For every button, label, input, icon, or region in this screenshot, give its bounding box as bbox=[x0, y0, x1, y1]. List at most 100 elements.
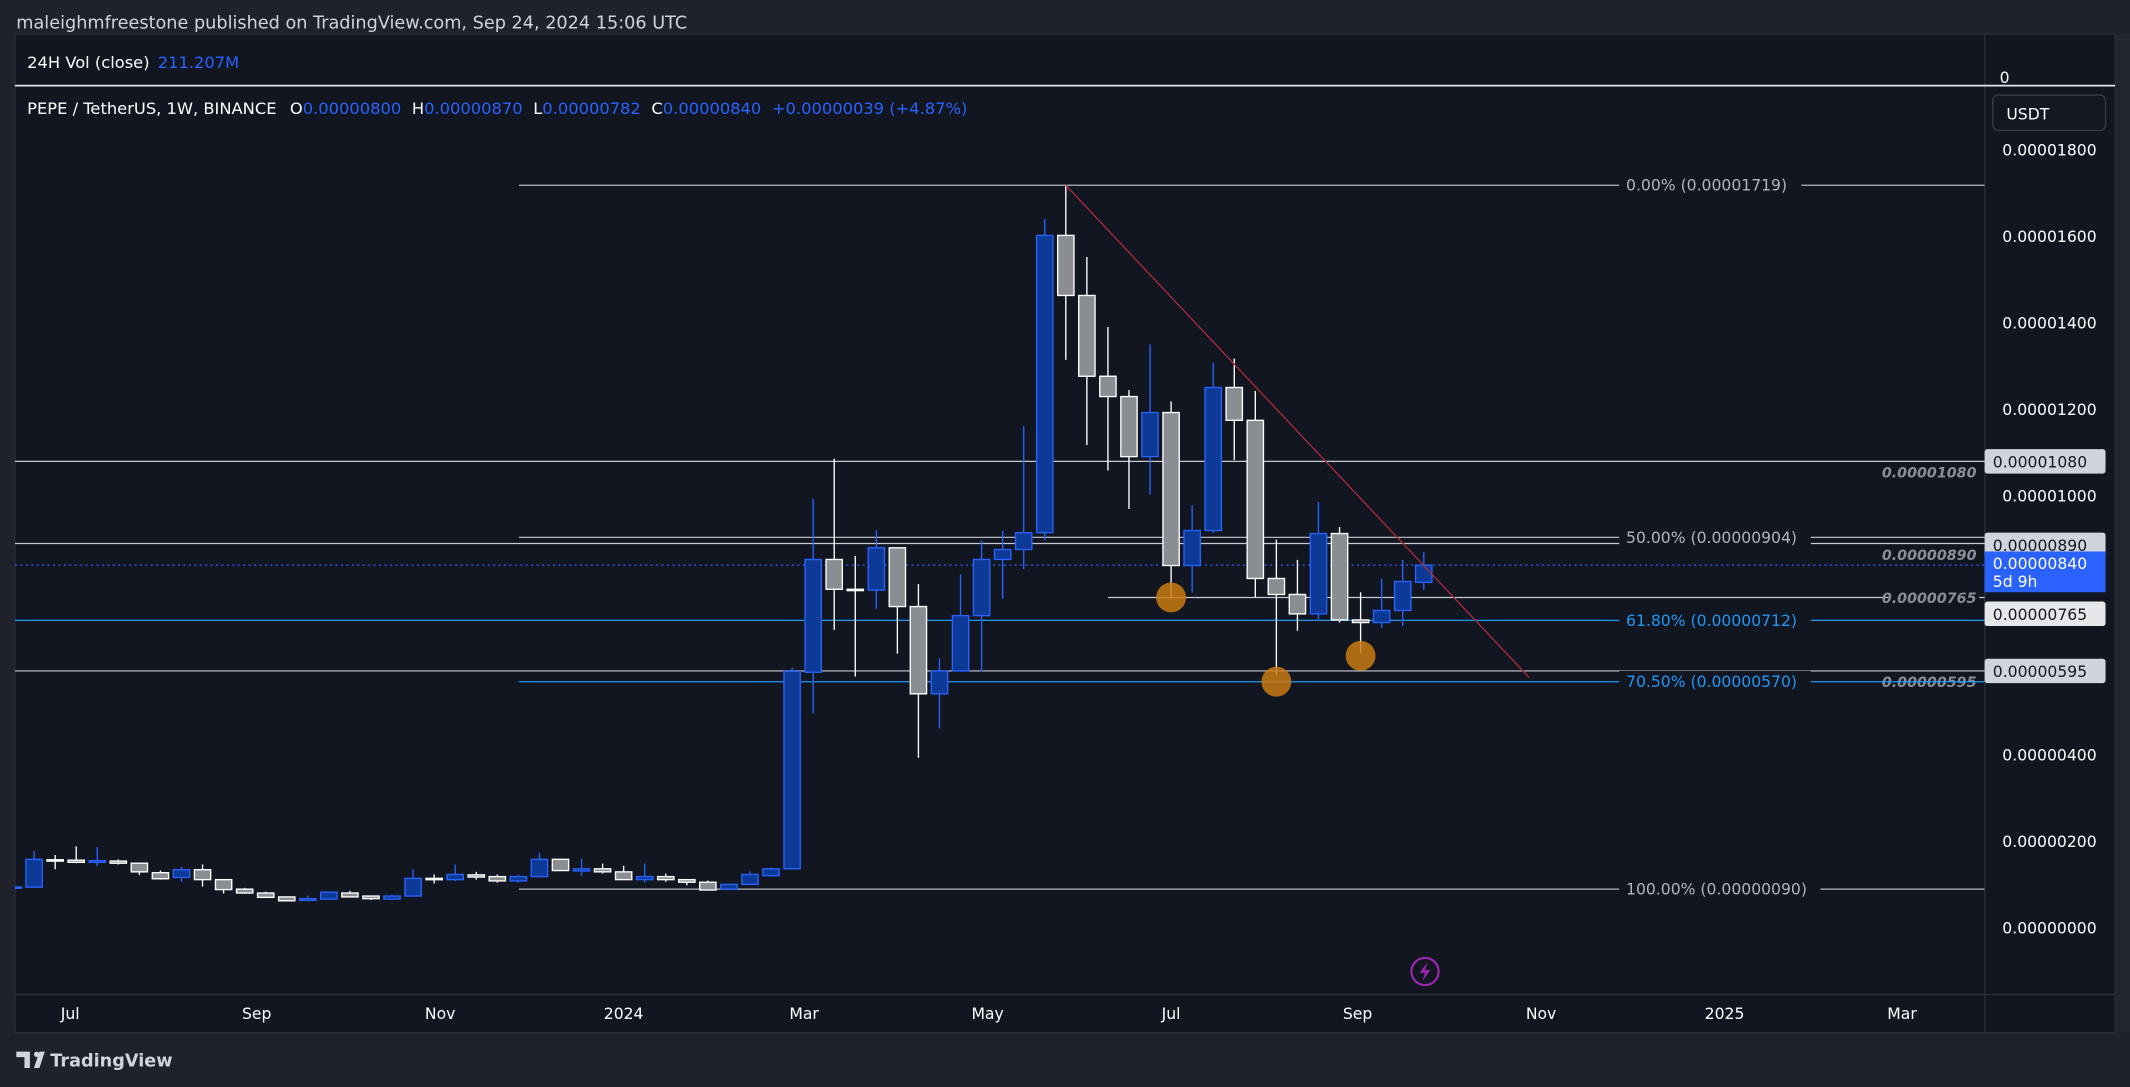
trendline bbox=[1065, 184, 1530, 678]
candle bbox=[25, 851, 43, 888]
label-backdrop bbox=[1888, 586, 1980, 606]
candle bbox=[1099, 326, 1117, 471]
candle bbox=[614, 865, 633, 881]
fib-level-label: 61.80% (0.00000712) bbox=[1626, 612, 1797, 630]
candle-body bbox=[572, 868, 591, 872]
candle-body bbox=[551, 858, 570, 872]
candle-body bbox=[804, 558, 822, 673]
candle bbox=[235, 887, 254, 894]
candle bbox=[1393, 559, 1412, 627]
candle-body bbox=[741, 873, 759, 886]
candle bbox=[1372, 578, 1391, 628]
last-price-tag-label: 0.00000840 bbox=[1993, 555, 2087, 573]
candle-body bbox=[867, 547, 886, 591]
candle bbox=[635, 863, 654, 883]
time-tick-label: 2025 bbox=[1705, 1005, 1745, 1023]
time-tick-label: May bbox=[971, 1005, 1003, 1023]
candle bbox=[720, 883, 738, 890]
candle bbox=[888, 547, 907, 654]
candle bbox=[993, 530, 1012, 599]
volume-value: 211.207M bbox=[158, 53, 239, 72]
candle-body bbox=[109, 860, 128, 864]
candle-body bbox=[425, 877, 443, 881]
candle bbox=[1078, 257, 1096, 445]
lightning-icon[interactable] bbox=[1410, 956, 1440, 987]
open-label: O bbox=[290, 99, 303, 118]
candle bbox=[193, 864, 212, 887]
symbol-legend: PEPE / TetherUS, 1W, BINANCE O0.00000800… bbox=[27, 99, 967, 118]
candle bbox=[1056, 185, 1075, 360]
symbol-name[interactable]: PEPE / TetherUS, 1W, BINANCE bbox=[27, 99, 276, 118]
candle-body bbox=[951, 614, 970, 672]
currency-button-label[interactable]: USDT bbox=[2006, 106, 2049, 124]
candle-body bbox=[1078, 294, 1096, 377]
candle-body bbox=[846, 588, 865, 592]
time-axis[interactable]: Jul Sep Nov 2024 Mar May Jul Sep Nov 2025 Mar bbox=[60, 1005, 1918, 1023]
candle bbox=[425, 874, 443, 884]
candle-body bbox=[151, 872, 170, 880]
high-label: H bbox=[412, 99, 424, 118]
candle bbox=[1288, 559, 1307, 631]
candle-body bbox=[530, 858, 549, 878]
candle-body bbox=[404, 877, 422, 897]
volume-label-text: 24H Vol (close) bbox=[27, 53, 149, 72]
candle-body bbox=[46, 859, 64, 862]
candle-body bbox=[341, 892, 359, 898]
tradingview-logo-icon bbox=[16, 1051, 45, 1068]
fib-label-backdrop bbox=[1619, 670, 1811, 692]
time-tick-label: Jul bbox=[1161, 1005, 1181, 1023]
close-label: C bbox=[651, 99, 662, 118]
candle bbox=[762, 867, 780, 877]
annotations bbox=[1065, 184, 1530, 697]
open-value: 0.00000800 bbox=[303, 99, 401, 118]
fib-label-backdrop bbox=[1619, 609, 1811, 630]
candle-body bbox=[677, 878, 696, 883]
candle-body bbox=[909, 605, 928, 695]
candle bbox=[551, 858, 570, 872]
candle bbox=[804, 498, 822, 714]
candle bbox=[783, 667, 801, 870]
price-axis[interactable]: 0.00001800 0.00001600 0.00001400 0.00001200… bbox=[1984, 142, 2106, 938]
currency-button[interactable] bbox=[1992, 94, 2107, 132]
candle-body bbox=[446, 873, 465, 881]
time-tick-label: Sep bbox=[242, 1005, 272, 1023]
candle-body bbox=[1288, 593, 1307, 615]
candle-body bbox=[593, 868, 612, 873]
candle bbox=[572, 858, 591, 876]
candle-body bbox=[277, 896, 296, 902]
candle bbox=[1141, 344, 1159, 495]
candle bbox=[909, 584, 928, 758]
candle bbox=[1014, 425, 1033, 569]
publisher-line: maleighmfreestone published on TradingVi… bbox=[16, 14, 687, 34]
highlight-marker bbox=[1345, 640, 1376, 671]
candle-body bbox=[762, 868, 780, 877]
candle bbox=[67, 846, 86, 864]
price-level-tag-label: 0.00000595 bbox=[1993, 663, 2087, 681]
close-value: 0.00000840 bbox=[663, 99, 761, 118]
candle-body bbox=[635, 875, 654, 881]
candle-body bbox=[1414, 564, 1433, 584]
candle bbox=[298, 895, 317, 902]
candle-body bbox=[1225, 386, 1244, 422]
candle bbox=[467, 871, 486, 880]
price-tick-label: 0.00001800 bbox=[2002, 142, 2096, 160]
volume-axis-zero: 0 bbox=[2000, 69, 2010, 87]
fib-level-label: 70.50% (0.00000570) bbox=[1626, 673, 1797, 691]
candle-body bbox=[256, 892, 275, 899]
tradingview-logo-dot bbox=[33, 1051, 40, 1058]
candle bbox=[130, 862, 149, 875]
candle-body bbox=[1056, 234, 1075, 297]
candle bbox=[530, 852, 549, 878]
candle-body bbox=[193, 869, 212, 881]
candle bbox=[362, 895, 380, 900]
horizontal-level-label: 0.00000595 bbox=[1882, 675, 1977, 691]
change-value: +0.00000039 (+4.87%) bbox=[772, 99, 967, 118]
candle-body bbox=[1372, 609, 1391, 624]
fib-label-backdrop bbox=[1619, 174, 1802, 195]
candle bbox=[446, 864, 465, 881]
candle bbox=[1246, 390, 1265, 598]
tradingview-logo[interactable]: TradingView bbox=[16, 1051, 173, 1072]
price-tick-label: 0.00001000 bbox=[2002, 487, 2096, 505]
candle bbox=[88, 847, 107, 867]
time-tick-label: Jul bbox=[60, 1005, 80, 1023]
